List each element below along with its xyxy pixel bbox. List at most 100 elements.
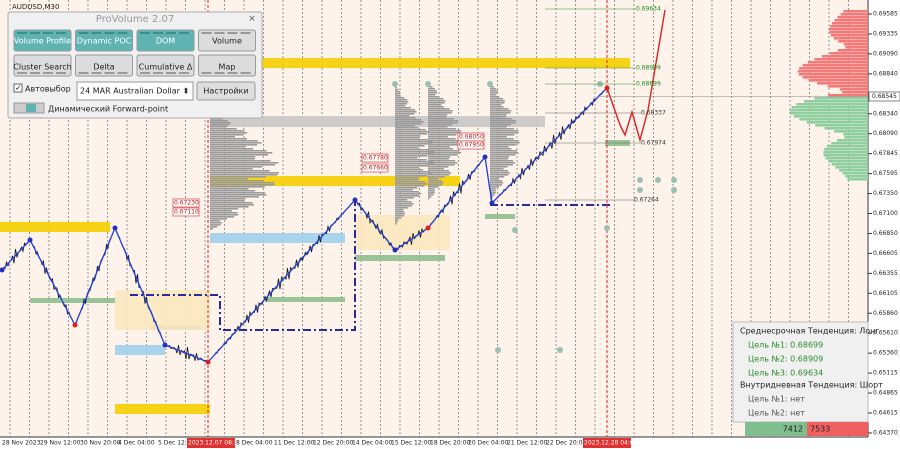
volume-profile-bar bbox=[428, 156, 451, 158]
marker bbox=[425, 81, 431, 87]
volume-profile-bar bbox=[395, 147, 419, 149]
profile-bar bbox=[831, 163, 868, 166]
current-price: 0.68545 bbox=[872, 93, 897, 100]
volume-profile-bar bbox=[210, 172, 280, 174]
zone bbox=[115, 404, 210, 414]
panel-button[interactable] bbox=[136, 54, 195, 77]
mid-term: Среднесрочная Тенденция: Лонг bbox=[740, 327, 880, 336]
volume-profile-bar bbox=[395, 93, 401, 95]
price-label: 0.67100 bbox=[873, 210, 898, 217]
panel-button-label: Dynamic POC bbox=[77, 37, 132, 46]
button-indicator bbox=[104, 32, 115, 34]
profile-bar bbox=[824, 148, 868, 151]
pivot bbox=[425, 225, 431, 231]
instrument: 24 MAR Australian Dollar bbox=[80, 87, 181, 96]
volume-profile-bar bbox=[490, 152, 519, 154]
panel-button[interactable] bbox=[13, 54, 72, 77]
volume-profile-bar bbox=[428, 108, 450, 110]
target: Цель №1: 0.68699 bbox=[748, 341, 823, 350]
volume-profile-bar bbox=[490, 102, 505, 104]
price-label: 0.66355 bbox=[873, 270, 898, 277]
pivot bbox=[27, 237, 33, 243]
volume-profile-bar bbox=[490, 154, 516, 156]
panel-button[interactable] bbox=[75, 29, 133, 52]
intraday: Внутридневная Тенденция: Шорт bbox=[740, 381, 883, 390]
volume-profile-bar bbox=[395, 107, 411, 109]
volume-profile-bar bbox=[395, 113, 415, 115]
close-button[interactable]: ✕ bbox=[248, 15, 256, 25]
volume-profile-bar bbox=[210, 216, 235, 218]
price-label: 0.66105 bbox=[873, 290, 898, 297]
zone-label: 0.67110 bbox=[174, 209, 199, 216]
check-mark: ✓ bbox=[15, 84, 22, 93]
profile-bar bbox=[815, 124, 868, 127]
volume-profile-bar bbox=[490, 140, 519, 142]
time-label: 14 Dec 04:00 bbox=[352, 440, 393, 447]
dropdown-arrow: ⬍ bbox=[183, 87, 190, 96]
profile-bar bbox=[829, 31, 868, 34]
volume-profile-bar bbox=[428, 140, 462, 142]
instrument-dropdown[interactable] bbox=[76, 81, 194, 101]
panel-button[interactable] bbox=[75, 54, 133, 77]
panel-button[interactable] bbox=[136, 29, 195, 52]
panel-button[interactable] bbox=[198, 54, 256, 77]
volume-profile-bar bbox=[210, 176, 266, 178]
button-indicator bbox=[227, 72, 238, 74]
volume-profile-bar bbox=[395, 127, 419, 129]
panel-title: ProVolume 2.07 bbox=[96, 14, 175, 25]
volume-profile-bar bbox=[490, 184, 503, 186]
volume-profile-bar bbox=[490, 116, 506, 118]
level-label: 0.68337 bbox=[641, 110, 666, 117]
profile-bar bbox=[833, 37, 868, 40]
zone-label-box bbox=[361, 163, 389, 173]
volume-profile-bar bbox=[395, 201, 412, 203]
volume-profile-bar bbox=[490, 156, 509, 158]
profile-bar bbox=[830, 25, 868, 28]
profile-bar bbox=[827, 85, 868, 88]
volume-profile-bar bbox=[210, 130, 245, 132]
profile-bar bbox=[835, 166, 868, 169]
volume-profile-bar bbox=[490, 150, 518, 152]
profile-bar bbox=[793, 115, 868, 118]
profile-bar bbox=[838, 40, 868, 43]
volume-profile-bar bbox=[428, 186, 439, 188]
volume-profile-bar bbox=[210, 166, 263, 168]
volume-profile-bar bbox=[428, 120, 459, 122]
marker bbox=[487, 81, 493, 87]
volume-profile-bar bbox=[395, 165, 429, 167]
button-indicator bbox=[56, 32, 66, 34]
checkbox[interactable] bbox=[13, 83, 23, 93]
time-label: 2023.12.28 04:00 bbox=[584, 440, 638, 447]
volume-profile-bar bbox=[395, 161, 434, 163]
volume-profile-bar bbox=[490, 162, 516, 164]
volume-profile-bar bbox=[210, 162, 279, 164]
panel-button-label: Volume bbox=[212, 37, 242, 46]
volume-profile-bar bbox=[210, 174, 278, 176]
panel-button[interactable] bbox=[13, 29, 72, 52]
volume-profile-bar bbox=[210, 140, 258, 142]
volume-profile-bar bbox=[428, 132, 462, 134]
volume-profile-bar bbox=[490, 126, 507, 128]
panel-button[interactable] bbox=[198, 29, 256, 52]
volume-profile-bar bbox=[395, 123, 422, 125]
profile-bar bbox=[799, 118, 868, 121]
volume-profile-bar bbox=[395, 141, 433, 143]
volume-profile-bar bbox=[210, 196, 259, 198]
volume-profile-bar bbox=[428, 90, 437, 92]
volume-profile-bar bbox=[395, 175, 428, 177]
marker bbox=[495, 347, 501, 353]
volume-profile-bar bbox=[428, 92, 437, 94]
profile-bar bbox=[804, 100, 868, 103]
volume-profile-bar bbox=[428, 196, 432, 198]
settings-button[interactable] bbox=[196, 81, 256, 101]
volume-profile-bar bbox=[395, 209, 404, 211]
zone-label: 0.67950 bbox=[459, 142, 484, 149]
button-indicator bbox=[30, 72, 40, 74]
volume-profile-bar bbox=[428, 114, 448, 116]
volume-profile-bar bbox=[210, 202, 253, 204]
volume-profile-bar bbox=[428, 188, 435, 190]
zone bbox=[115, 290, 210, 330]
volume-profile-bar bbox=[395, 171, 431, 173]
volume-profile-bar bbox=[395, 119, 422, 121]
profile-bar bbox=[827, 94, 868, 97]
